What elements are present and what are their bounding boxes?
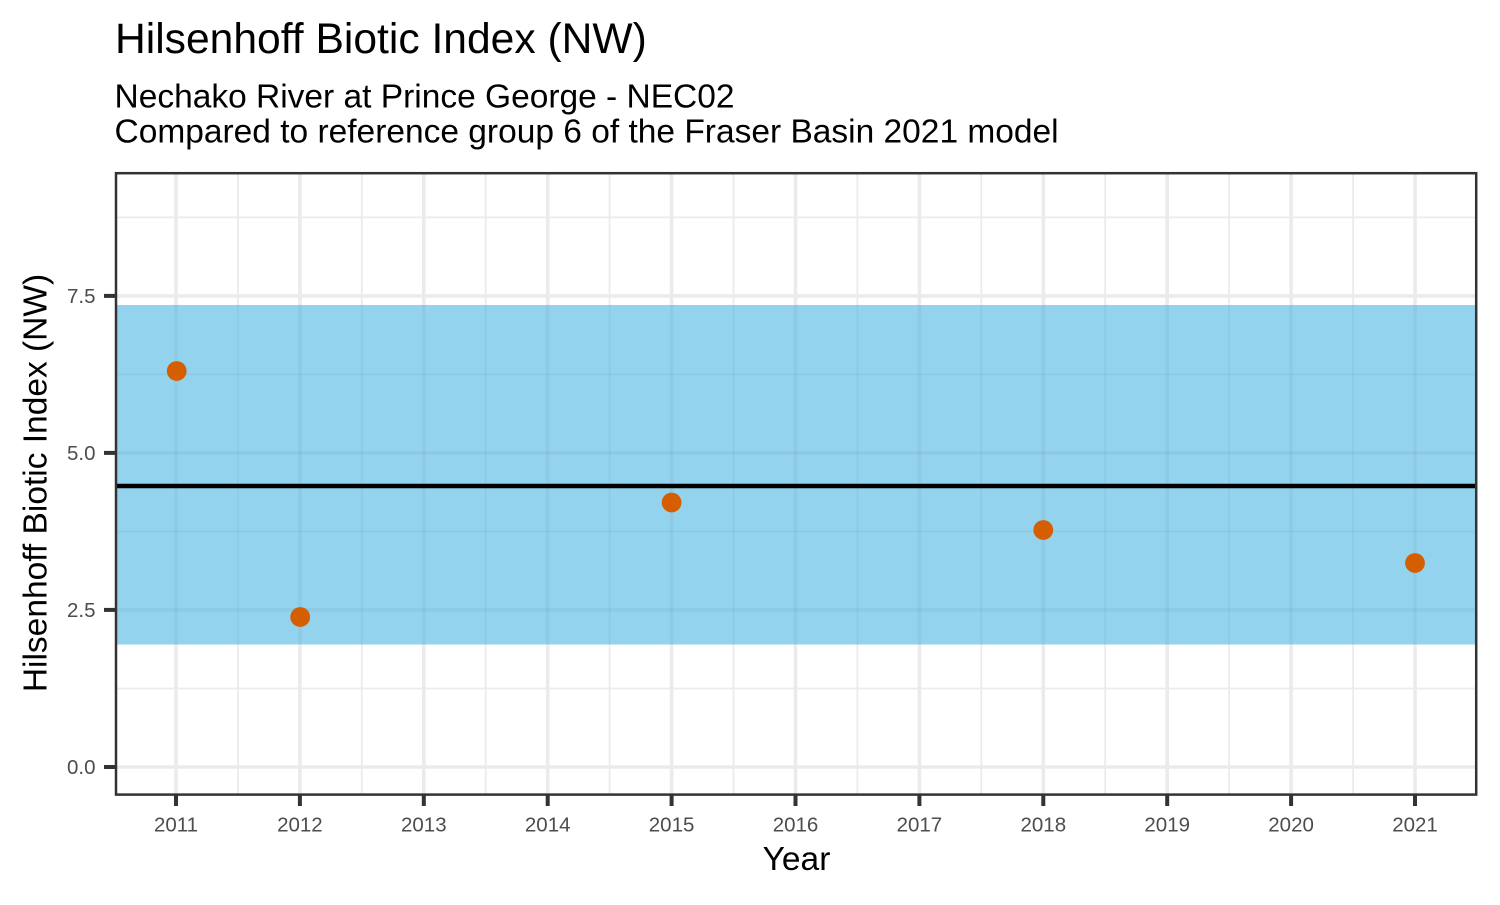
svg-text:Compared to reference group 6: Compared to reference group 6 of the Fra…	[115, 114, 1059, 151]
svg-text:2014: 2014	[525, 814, 571, 837]
svg-text:2017: 2017	[897, 814, 943, 837]
svg-text:5.0: 5.0	[67, 442, 96, 465]
svg-text:Nechako River at Prince George: Nechako River at Prince George - NEC02	[115, 79, 735, 116]
svg-text:7.5: 7.5	[67, 285, 96, 308]
svg-text:2013: 2013	[401, 814, 447, 837]
svg-text:2012: 2012	[277, 814, 323, 837]
svg-text:Hilsenhoff Biotic Index (NW): Hilsenhoff Biotic Index (NW)	[18, 274, 55, 692]
svg-text:2021: 2021	[1392, 814, 1438, 837]
svg-text:Hilsenhoff Biotic Index (NW): Hilsenhoff Biotic Index (NW)	[115, 15, 647, 63]
svg-text:2.5: 2.5	[67, 599, 96, 622]
svg-text:2016: 2016	[773, 814, 819, 837]
svg-text:2019: 2019	[1144, 814, 1190, 837]
svg-text:2015: 2015	[649, 814, 695, 837]
svg-text:Year: Year	[763, 841, 831, 878]
svg-text:2011: 2011	[154, 814, 198, 837]
svg-text:2018: 2018	[1020, 814, 1066, 837]
svg-text:2020: 2020	[1268, 814, 1314, 837]
svg-text:0.0: 0.0	[67, 756, 96, 779]
